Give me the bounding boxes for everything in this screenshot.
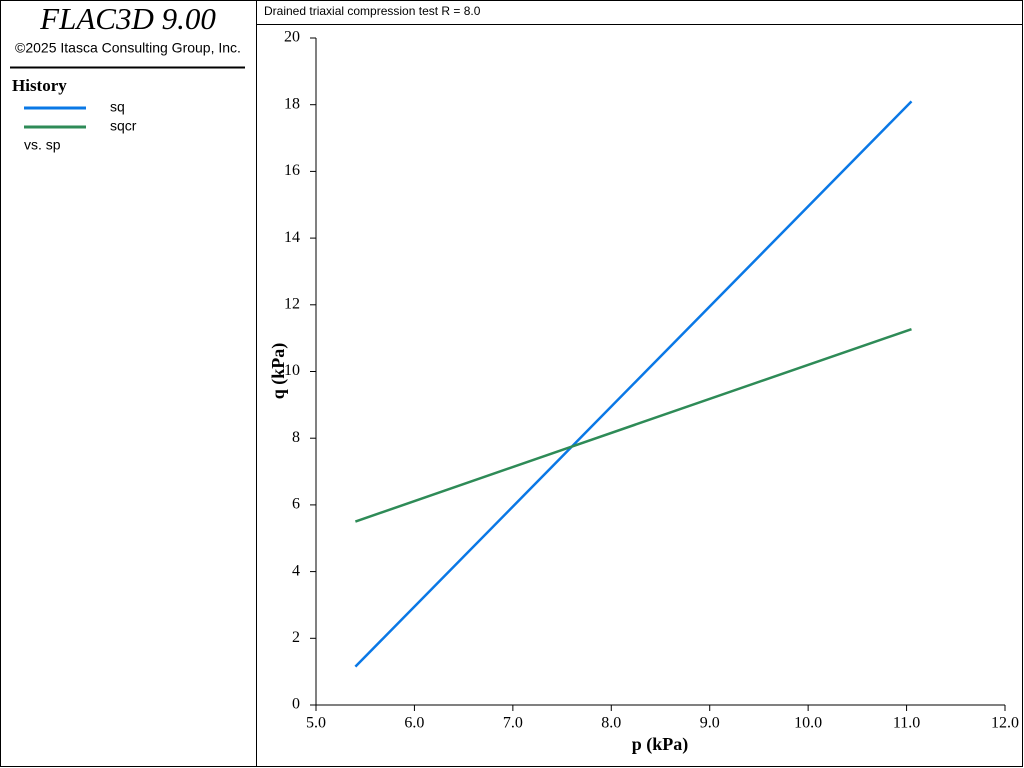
y-tick-label: 14 — [284, 229, 300, 246]
x-axis-label: p (kPa) — [632, 734, 689, 755]
y-tick-label: 8 — [292, 429, 300, 446]
series-line — [354, 327, 912, 523]
y-axis-label: q (kPa) — [268, 343, 289, 400]
y-tick-label: 18 — [284, 95, 300, 112]
chart-panel — [256, 0, 1023, 767]
x-tick-label: 12.0 — [991, 715, 1019, 732]
chart-title: Drained triaxial compression test R = 8.… — [264, 4, 481, 18]
y-tick-label: 6 — [292, 496, 300, 513]
copyright: ©2025 Itasca Consulting Group, Inc. — [15, 40, 241, 56]
y-tick-label: 16 — [284, 162, 300, 179]
x-tick-label: 10.0 — [794, 715, 822, 732]
y-tick-label: 12 — [284, 295, 300, 312]
legend-title: History — [12, 76, 67, 95]
y-tick-label: 4 — [292, 562, 300, 579]
y-tick-label: 2 — [292, 629, 300, 646]
x-tick-label: 8.0 — [601, 715, 621, 732]
x-tick-label: 7.0 — [503, 715, 523, 732]
x-tick-label: 9.0 — [700, 715, 720, 732]
x-tick-label: 5.0 — [306, 715, 326, 732]
x-tick-label: 11.0 — [893, 715, 920, 732]
legend-label: sq — [110, 99, 125, 115]
app-name: FLAC3D 9.00 — [39, 1, 216, 36]
y-tick-label: 0 — [292, 696, 300, 713]
legend-label: sqcr — [110, 118, 137, 134]
series-line — [354, 100, 913, 668]
y-tick-label: 10 — [284, 362, 300, 379]
x-tick-label: 6.0 — [404, 715, 424, 732]
legend-vs: vs. sp — [24, 137, 61, 153]
y-tick-label: 20 — [284, 29, 300, 46]
side-panel — [0, 0, 257, 767]
